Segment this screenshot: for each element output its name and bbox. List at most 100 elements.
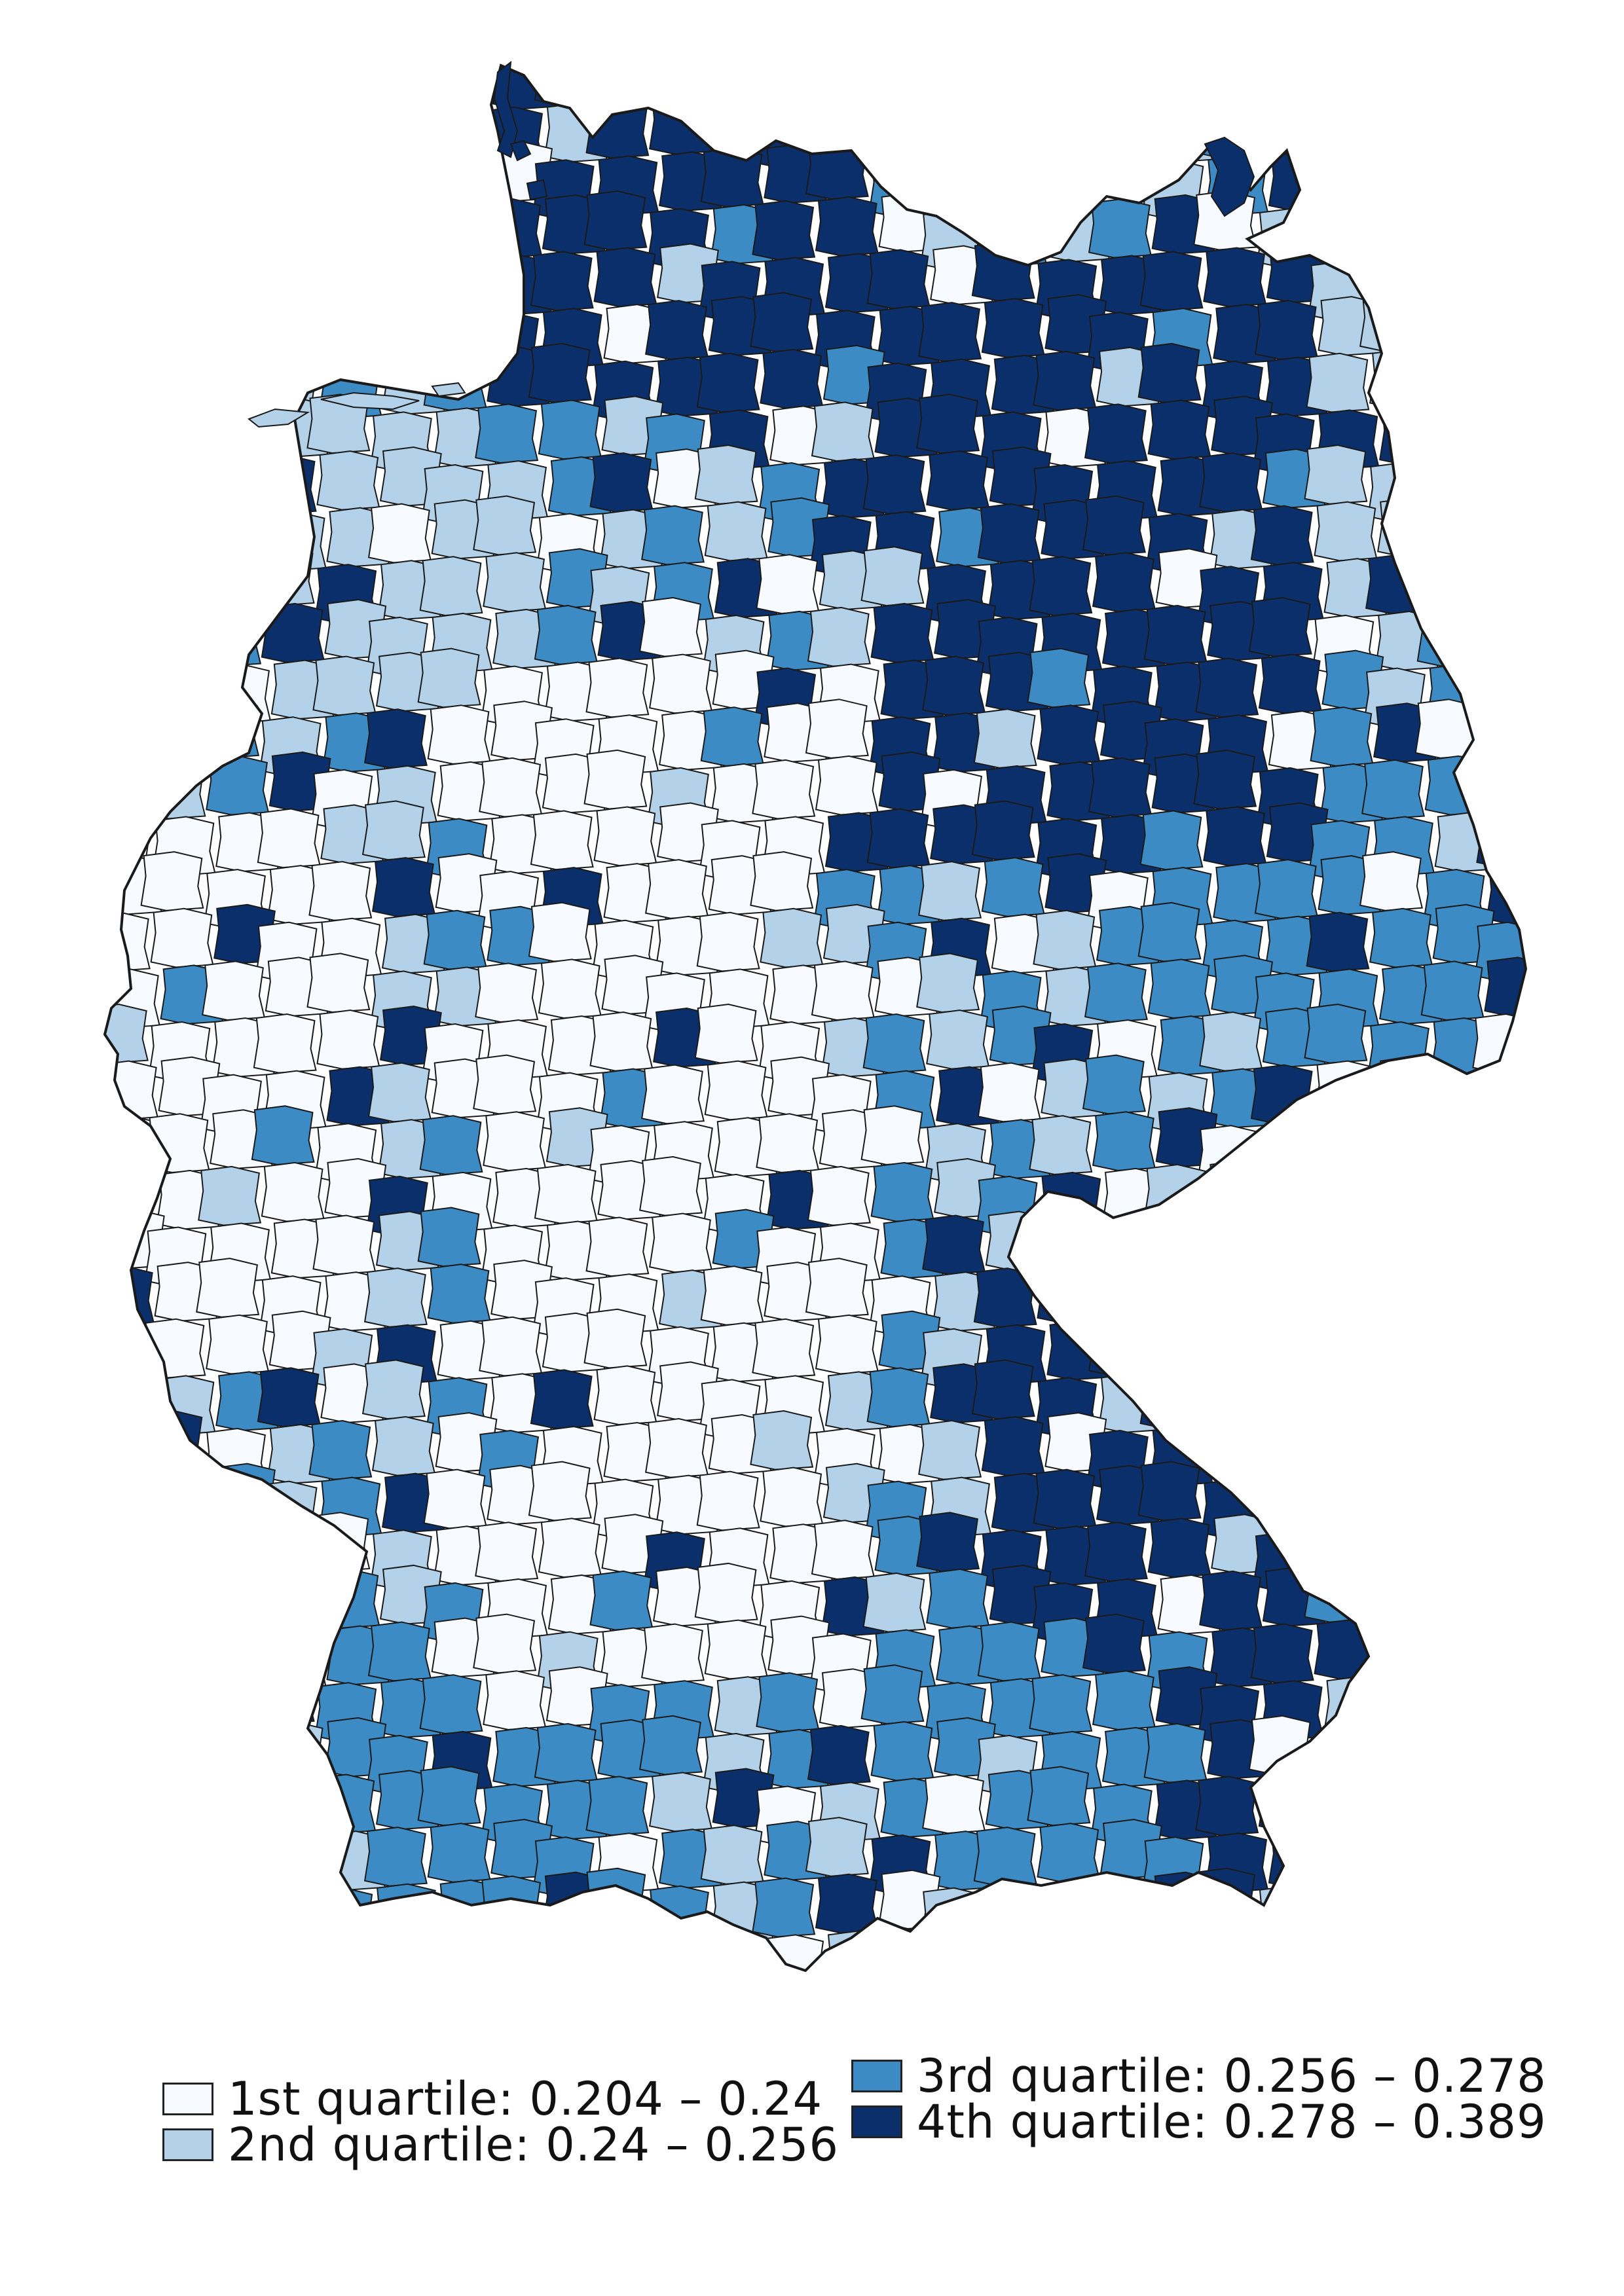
- district-region: [1308, 1379, 1372, 1440]
- district-region: [1323, 1117, 1388, 1177]
- district-region: [1375, 1169, 1439, 1230]
- district-region: [1424, 1314, 1488, 1375]
- district-region: [1488, 192, 1526, 253]
- district-region: [1193, 1867, 1257, 1928]
- district-region: [1098, 1932, 1162, 1971]
- district-region: [807, 1724, 871, 1785]
- district-region: [1248, 1156, 1312, 1216]
- district-region: [1480, 1721, 1526, 1781]
- district-region: [1250, 1623, 1314, 1684]
- district-region: [267, 306, 331, 366]
- district-region: [105, 296, 162, 356]
- legend-item-q4: 4th quartile: 0.278 – 0.389: [851, 2095, 1547, 2149]
- district-region: [367, 503, 432, 564]
- district-region: [1377, 1615, 1441, 1676]
- district-region: [752, 759, 816, 820]
- district-region: [316, 450, 380, 511]
- district-region: [1213, 1422, 1277, 1482]
- district-region: [1266, 1361, 1330, 1422]
- district-region: [200, 1633, 264, 1694]
- district-region: [1090, 1224, 1154, 1285]
- district-region: [419, 556, 483, 616]
- district-region: [270, 1777, 335, 1838]
- district-region: [261, 1161, 325, 1222]
- district-region: [105, 1379, 153, 1440]
- district-region: [306, 953, 371, 1013]
- district-region: [320, 245, 384, 306]
- district-region: [1203, 1924, 1267, 1971]
- district-region: [1367, 1580, 1431, 1641]
- district-region: [589, 452, 654, 513]
- district-region: [206, 755, 270, 816]
- north-sea-islands: [248, 60, 1255, 428]
- district-region: [528, 902, 592, 962]
- district-region: [1037, 145, 1101, 206]
- district-region: [922, 1214, 986, 1275]
- district-region: [1480, 1161, 1526, 1222]
- district-region: [1371, 1934, 1435, 1971]
- district-region: [1422, 1428, 1486, 1488]
- district-region: [1361, 1877, 1426, 1938]
- district-region: [1027, 647, 1091, 708]
- district-region: [639, 596, 703, 657]
- district-region: [105, 1003, 149, 1064]
- district-region: [589, 1011, 654, 1072]
- district-region: [760, 907, 824, 968]
- district-region: [866, 808, 931, 869]
- district-region: [435, 294, 499, 354]
- district-region: [934, 65, 998, 100]
- district-region: [1359, 851, 1424, 911]
- district-region: [712, 90, 776, 151]
- district-region: [639, 1156, 703, 1216]
- district-region: [1320, 204, 1384, 264]
- district-region: [696, 911, 760, 972]
- district-region: [704, 501, 768, 562]
- district-region: [150, 348, 214, 409]
- district-region: [824, 1930, 889, 1971]
- legend-swatch-q3: [851, 2060, 902, 2092]
- district-region: [694, 445, 758, 505]
- district-region: [973, 1267, 1037, 1328]
- district-region: [1139, 810, 1204, 871]
- district-region: [977, 1621, 1041, 1682]
- district-region: [860, 546, 925, 606]
- district-region: [156, 1728, 220, 1789]
- district-region: [1314, 1619, 1378, 1680]
- district-region: [363, 149, 428, 210]
- district-region: [585, 1216, 650, 1277]
- district-region: [144, 108, 208, 169]
- district-region: [1193, 749, 1257, 810]
- district-region: [1474, 362, 1526, 423]
- district-region: [1472, 1572, 1526, 1633]
- district-region: [1426, 1781, 1490, 1842]
- district-region: [425, 259, 489, 319]
- district-region: [530, 1928, 594, 1971]
- district-region: [105, 65, 157, 116]
- district-region: [1248, 596, 1312, 657]
- district-region: [704, 1060, 768, 1121]
- district-region: [417, 1766, 481, 1827]
- district-region: [105, 1881, 164, 1942]
- district-region: [146, 1672, 210, 1732]
- district-region: [1476, 1367, 1526, 1428]
- district-region: [815, 1314, 879, 1375]
- district-region: [105, 649, 166, 710]
- district-region: [263, 511, 327, 572]
- district-region: [1147, 1518, 1211, 1578]
- district-region: [866, 1367, 931, 1428]
- district-region: [316, 1568, 380, 1629]
- district-region: [361, 241, 426, 302]
- district-region: [752, 1318, 816, 1379]
- legend-item-q1: 1st quartile: 0.204 – 0.24: [162, 2072, 822, 2126]
- district-region: [583, 749, 648, 810]
- district-region: [1416, 65, 1481, 108]
- district-region: [1480, 65, 1526, 104]
- district-region: [1484, 397, 1526, 458]
- district-region: [423, 1468, 487, 1529]
- district-region: [202, 960, 266, 1021]
- district-region: [310, 210, 375, 270]
- district-region: [1488, 751, 1526, 812]
- district-region: [1320, 1322, 1384, 1383]
- district-region: [1365, 1672, 1430, 1732]
- district-region: [202, 1520, 266, 1580]
